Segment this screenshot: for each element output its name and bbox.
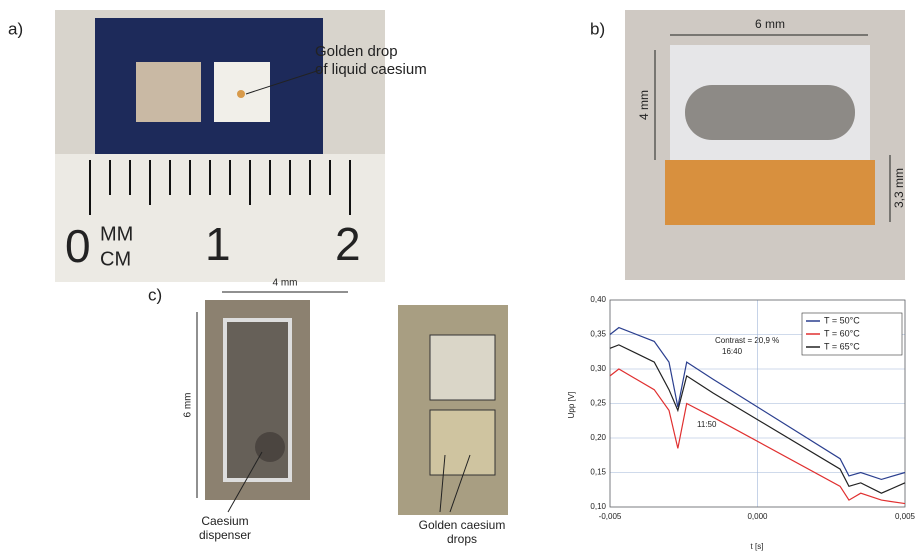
y-tick-label: 0,10 — [590, 502, 606, 511]
ruler-label: 1 — [205, 218, 231, 270]
annotation: of liquid caesium — [315, 61, 427, 78]
x-axis-label: t [s] — [751, 542, 764, 551]
drop — [237, 90, 245, 98]
y-axis-label: Upp [V] — [567, 392, 576, 419]
x-tick-label: 0,005 — [895, 512, 916, 521]
window — [430, 335, 495, 400]
legend-label: T = 60°C — [824, 328, 860, 338]
dimension-label: 6 mm — [755, 17, 785, 31]
annotation: drops — [447, 532, 477, 546]
dispenser — [255, 432, 285, 462]
dimension-label: 3,3 mm — [892, 168, 906, 208]
y-tick-label: 0,35 — [590, 330, 606, 339]
annotation: Contrast = 20,9 % — [715, 336, 779, 345]
figure: 0 MM CM 1 2 a) Golden drop of liquid cae… — [0, 0, 918, 551]
dimension-label: 6 mm — [183, 393, 194, 418]
y-tick-label: 0,30 — [590, 364, 606, 373]
cavity — [685, 85, 855, 140]
y-tick-label: 0,25 — [590, 399, 606, 408]
window — [430, 410, 495, 475]
annotation: Golden caesium — [419, 518, 506, 532]
panel-label: c) — [148, 285, 162, 304]
holder — [95, 18, 323, 154]
annotation: Caesium — [201, 514, 248, 528]
legend-label: T = 50°C — [824, 315, 860, 325]
annotation: 11:50 — [697, 420, 717, 429]
annotation: Golden drop — [315, 43, 398, 60]
ruler-label: CM — [100, 248, 131, 270]
y-tick-label: 0,15 — [590, 468, 606, 477]
dimension-label: 4 mm — [637, 90, 651, 120]
dimension-label: 4 mm — [273, 278, 298, 289]
window — [136, 62, 201, 122]
ruler-label: 0 — [65, 220, 91, 272]
x-tick-label: -0,005 — [599, 512, 622, 521]
ruler-label: 2 — [335, 218, 361, 270]
y-tick-label: 0,20 — [590, 433, 606, 442]
x-tick-label: 0,000 — [747, 512, 768, 521]
panel-label: b) — [590, 19, 605, 38]
annotation: 16:40 — [722, 347, 743, 356]
base — [665, 160, 875, 225]
annotation: dispenser — [199, 528, 251, 542]
y-tick-label: 0,40 — [590, 295, 606, 304]
ruler-label: MM — [100, 223, 133, 245]
legend-label: T = 65°C — [824, 341, 860, 351]
panel-label: a) — [8, 19, 23, 38]
